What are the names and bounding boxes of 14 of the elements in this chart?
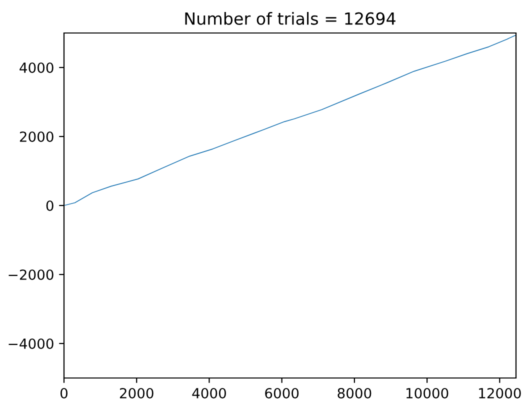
y-tick-label: −4000 xyxy=(8,338,54,349)
y-tick-label: 2000 xyxy=(20,131,54,142)
y-tick-label: −2000 xyxy=(8,269,54,280)
y-tick-label: 0 xyxy=(46,200,54,211)
x-tick-label: 2000 xyxy=(120,388,154,398)
y-tick-label: 4000 xyxy=(20,62,54,73)
x-tick-label: 10000 xyxy=(406,388,448,398)
x-tick-label: 6000 xyxy=(265,388,299,398)
chart-title: Number of trials = 12694 xyxy=(185,12,396,25)
x-tick-label: 8000 xyxy=(338,388,372,398)
line-series xyxy=(64,34,516,206)
x-tick-label: 12000 xyxy=(479,388,521,398)
x-tick-label: 4000 xyxy=(192,388,226,398)
x-tick-label: 0 xyxy=(60,388,68,398)
